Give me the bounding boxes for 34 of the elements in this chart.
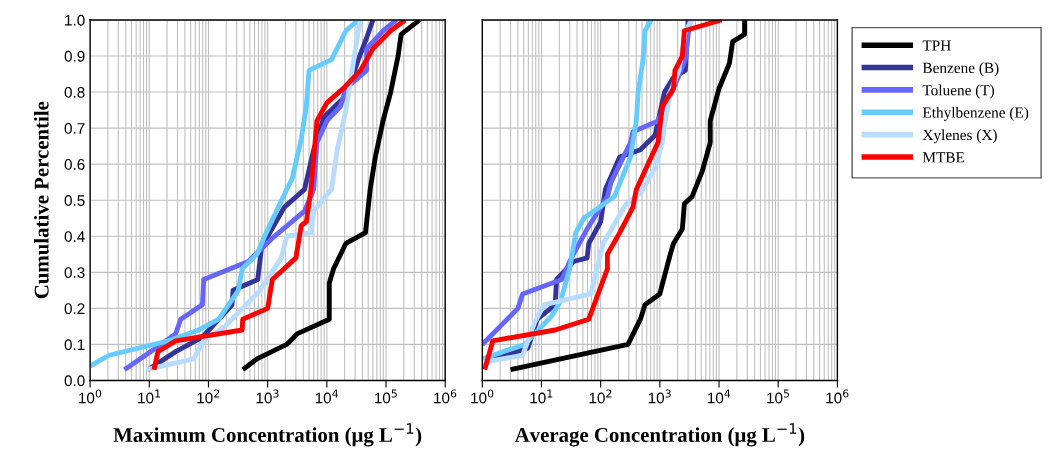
legend-label: TPH <box>922 40 951 51</box>
y-tick-label: 1.0 <box>65 14 85 26</box>
y-tick-label: 0.4 <box>64 231 85 242</box>
x-tick-label: 10$^{1}$ <box>530 389 553 404</box>
x-tick-label: 10$^{4}$ <box>707 389 731 404</box>
y-tick-label: 0.2 <box>64 303 85 315</box>
x-axis-title: Average Concentration (μg L$^{−1}$) <box>514 423 805 447</box>
x-tick-label: 10$^{5}$ <box>767 389 789 404</box>
legend-label: Xylenes (X) <box>922 129 997 144</box>
y-tick-label: 0.3 <box>64 267 85 279</box>
x-tick-label: 10$^{3}$ <box>648 389 671 404</box>
x-tick-label: 10$^{1}$ <box>138 389 161 404</box>
x-tick-label: 10$^{6}$ <box>434 389 457 404</box>
x-tick-label: 10$^{5}$ <box>374 389 397 404</box>
x-tick-label: 10$^{0}$ <box>471 389 494 404</box>
x-axis-title: Maximum Concentration (μg L$^{−1}$) <box>113 423 422 447</box>
y-tick-label: 0.6 <box>64 159 85 170</box>
legend-label: MTBE <box>922 152 965 163</box>
y-tick-label: 0.9 <box>64 50 85 62</box>
legend-label: Toluene (T) <box>922 84 995 99</box>
x-tick-label: 10$^{0}$ <box>79 389 102 404</box>
legend-label: Benzene (B) <box>922 62 999 77</box>
x-tick-label: 10$^{3}$ <box>256 389 279 404</box>
y-tick-label: 0.7 <box>64 122 85 134</box>
y-tick-label: 0.0 <box>64 375 85 387</box>
x-tick-label: 10$^{2}$ <box>197 389 220 404</box>
x-tick-label: 10$^{4}$ <box>315 389 338 404</box>
y-tick-label: 0.1 <box>64 339 85 351</box>
x-tick-label: 10$^{2}$ <box>589 389 612 404</box>
x-tick-label: 10$^{6}$ <box>826 389 849 404</box>
legend-label: Ethylbenzene (E) <box>922 106 1029 121</box>
y-tick-label: 0.5 <box>64 195 85 206</box>
y-axis-title: Cumulative Percentile <box>34 101 49 299</box>
y-tick-label: 0.8 <box>64 86 85 98</box>
